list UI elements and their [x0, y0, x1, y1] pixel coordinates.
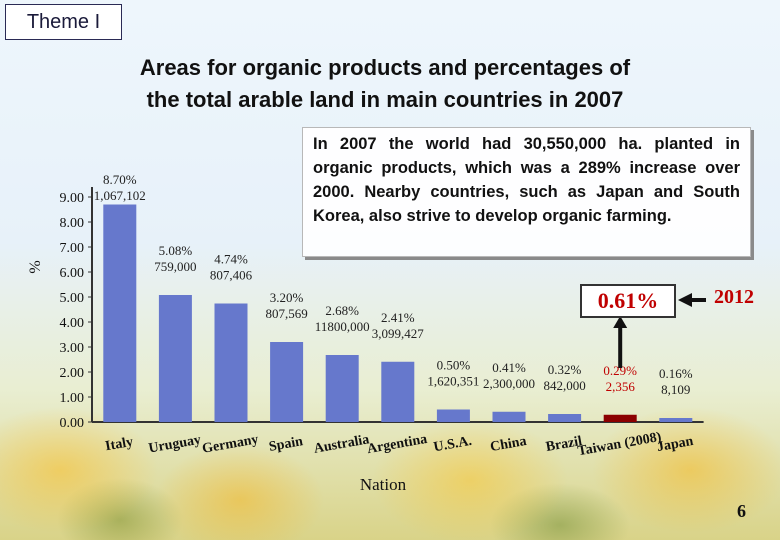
- bar-area-label: 2,300,000: [483, 376, 535, 391]
- bar-taiwan: [603, 414, 637, 422]
- highlight-arrow-head: [613, 316, 628, 328]
- page-number: 6: [737, 501, 746, 521]
- bar-percent-label: 8.70%: [103, 172, 137, 187]
- bar-percent-label: 0.16%: [659, 366, 693, 381]
- x-category-label: Japan: [656, 434, 695, 455]
- bar-percent-label: 2.41%: [381, 310, 415, 325]
- x-category-label: Spain: [268, 434, 305, 455]
- bar-uruguay: [158, 295, 192, 422]
- bar-area-label: 11800,000: [315, 319, 370, 334]
- x-category-label: Germany: [201, 432, 260, 457]
- x-category-label: China: [489, 434, 528, 455]
- bar-argentina: [381, 361, 415, 422]
- x-category-label: Australia: [313, 432, 371, 456]
- bar-percent-label: 3.20%: [270, 290, 304, 305]
- bar-area-label: 8,109: [661, 382, 690, 397]
- x-category-label: Italy: [104, 435, 134, 455]
- y-tick-label: 1.00: [60, 391, 85, 406]
- highlight-year: 2012: [714, 286, 754, 308]
- bar-area-label: 3,099,427: [372, 326, 425, 341]
- y-tick-label: 3.00: [60, 341, 85, 356]
- bar-area-label: 2,356: [606, 379, 636, 394]
- y-tick-label: 8.00: [60, 216, 85, 231]
- y-tick-label: 6.00: [60, 266, 85, 281]
- x-category-label: Argentina: [366, 432, 428, 457]
- title-line-1: Areas for organic products and percentag…: [139, 55, 631, 80]
- bar-percent-label: 2.68%: [325, 303, 359, 318]
- summary-note: In 2007 the world had 30,550,000 ha. pla…: [302, 127, 751, 257]
- bar-area-label: 1,067,102: [94, 188, 146, 203]
- bar-area-label: 1,620,351: [427, 374, 479, 389]
- year-arrow-head: [678, 293, 692, 307]
- highlight-percentage-box: 0.61%: [580, 284, 676, 318]
- x-category-label: Taiwan (2008): [577, 430, 663, 460]
- bar-china: [492, 411, 526, 422]
- bar-area-label: 842,000: [543, 378, 585, 393]
- bar-percent-label: 0.32%: [548, 362, 582, 377]
- y-tick-label: 2.00: [60, 366, 85, 381]
- bar-italy: [103, 204, 137, 422]
- bar-area-label: 807,406: [210, 268, 253, 283]
- bar-percent-label: 5.08%: [159, 243, 193, 258]
- bar-u-s-a: [436, 409, 470, 422]
- bar-percent-label: 0.29%: [603, 363, 637, 378]
- y-tick-label: 4.00: [60, 316, 85, 331]
- x-category-label: U.S.A.: [433, 434, 474, 455]
- theme-label: Theme I: [5, 4, 122, 40]
- bar-area-label: 807,569: [265, 306, 307, 321]
- x-axis-label: Nation: [360, 475, 407, 494]
- title-line-2: the total arable land in main countries …: [146, 87, 624, 112]
- y-tick-label: 9.00: [60, 191, 85, 206]
- bar-percent-label: 4.74%: [214, 252, 248, 267]
- bar-percent-label: 0.50%: [437, 358, 471, 373]
- bar-spain: [270, 342, 304, 422]
- bar-germany: [214, 303, 248, 422]
- bar-australia: [325, 355, 359, 422]
- bar-area-label: 759,000: [154, 259, 196, 274]
- bar-japan: [659, 418, 693, 422]
- bar-brazil: [548, 414, 582, 422]
- x-category-label: Brazil: [545, 434, 584, 455]
- y-tick-label: 7.00: [60, 241, 85, 256]
- slide-title: Areas for organic products and percentag…: [40, 52, 730, 116]
- x-category-label: Uruguay: [147, 433, 202, 457]
- bar-percent-label: 0.41%: [492, 360, 526, 375]
- y-tick-label: 0.00: [60, 416, 85, 431]
- y-tick-label: 5.00: [60, 291, 85, 306]
- y-axis-label: %: [27, 260, 44, 273]
